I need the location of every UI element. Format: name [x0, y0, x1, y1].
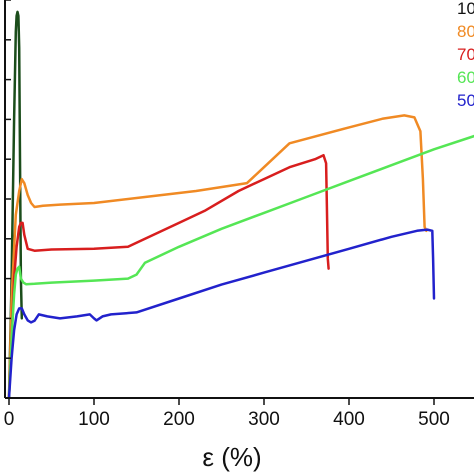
legend-entry: 50 — [457, 91, 474, 110]
legend-entry: 70 — [457, 45, 474, 64]
series-layer — [7, 10, 474, 400]
legend-entry: 60 — [457, 68, 474, 87]
series-line-4 — [7, 134, 474, 400]
x-tick-label: 0 — [4, 409, 15, 430]
x-tick-label: 300 — [248, 409, 280, 430]
x-tick-label: 400 — [333, 409, 365, 430]
x-tick-label: 200 — [163, 409, 195, 430]
series-line-1 — [7, 10, 24, 400]
series-line-3 — [7, 153, 330, 400]
ticks-layer: 0 100 200 300 400 500 — [4, 0, 450, 430]
x-tick-label: 100 — [78, 409, 110, 430]
x-axis-title: ε (%) — [202, 442, 261, 472]
series-line-5 — [7, 228, 436, 400]
legend: 10 80 70 60 50 — [457, 0, 474, 110]
axes-layer — [4, 0, 474, 399]
x-tick-label: 500 — [418, 409, 450, 430]
legend-entry: 80 — [457, 22, 474, 41]
legend-entry: 10 — [457, 0, 474, 18]
series-line-2 — [7, 114, 428, 400]
